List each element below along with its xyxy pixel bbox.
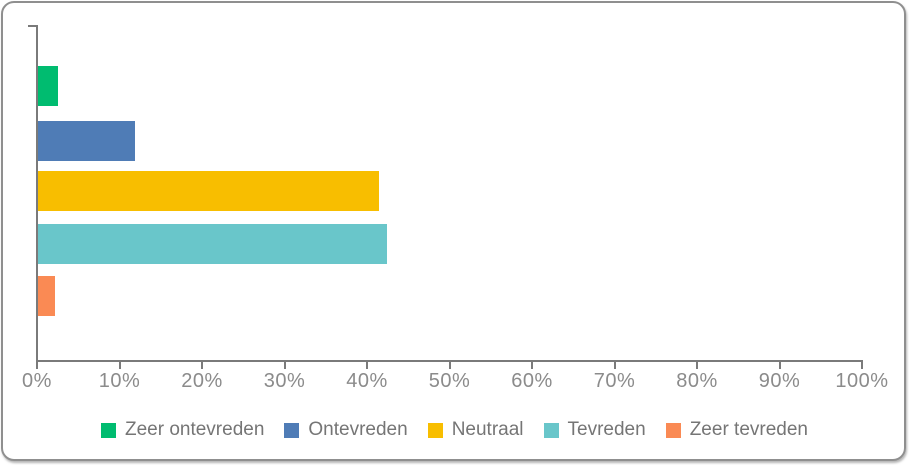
- legend-swatch-icon: [665, 422, 681, 438]
- legend: Zeer ontevreden Ontevreden Neutraal Tevrede…: [0, 419, 909, 441]
- x-axis-tick: [366, 362, 368, 369]
- bar-tevreden: [38, 224, 387, 264]
- x-axis-tick-label: 90%: [758, 370, 801, 392]
- legend-item-ontevreden: Ontevreden: [284, 419, 408, 441]
- legend-swatch-icon: [427, 422, 443, 438]
- x-axis-tick: [448, 362, 451, 369]
- x-axis-tick-label: 40%: [346, 370, 388, 392]
- y-axis-top-tick: [28, 25, 37, 27]
- x-axis-tick-label: 80%: [676, 370, 718, 392]
- x-axis-tick: [283, 362, 286, 369]
- x-axis-tick: [861, 362, 863, 369]
- legend-swatch-icon: [100, 422, 116, 438]
- legend-swatch-icon: [284, 422, 300, 438]
- x-axis-tick-label: 20%: [181, 370, 223, 392]
- legend-label: Ontevreden: [308, 419, 408, 440]
- legend-label: Neutraal: [451, 419, 524, 440]
- legend-item-zeer-ontevreden: Zeer ontevreden: [100, 419, 265, 441]
- x-axis-tick: [613, 362, 616, 369]
- legend-label: Tevreden: [567, 419, 646, 440]
- y-axis-line: [36, 25, 38, 362]
- x-axis-tick-label: 70%: [593, 370, 636, 392]
- bar-ontevreden: [38, 121, 136, 161]
- bar-neutraal: [38, 171, 379, 211]
- x-axis-tick: [36, 362, 38, 369]
- bar-zeer-tevreden: [38, 276, 56, 316]
- legend-item-zeer-tevreden: Zeer tevreden: [665, 419, 808, 441]
- x-axis-tick-label: 0%: [22, 370, 52, 392]
- x-axis-tick: [531, 362, 533, 369]
- legend-label: Zeer tevreden: [689, 419, 808, 440]
- x-axis-tick-label: 10%: [98, 370, 141, 392]
- x-axis-tick: [201, 362, 203, 369]
- x-axis-line: [36, 360, 863, 362]
- legend-item-tevreden: Tevreden: [543, 419, 646, 441]
- x-axis-tick: [118, 362, 121, 369]
- x-axis-tick-label: 30%: [263, 370, 306, 392]
- legend-item-neutraal: Neutraal: [427, 419, 524, 441]
- legend-label: Zeer ontevreden: [124, 419, 265, 440]
- x-axis-tick-label: 60%: [511, 370, 553, 392]
- x-axis-tick: [696, 362, 698, 369]
- x-axis-tick: [778, 362, 781, 369]
- bar-zeer-ontevreden: [38, 66, 58, 106]
- x-axis-tick-label: 100%: [835, 370, 889, 392]
- x-axis-tick-label: 50%: [428, 370, 471, 392]
- legend-swatch-icon: [543, 422, 559, 438]
